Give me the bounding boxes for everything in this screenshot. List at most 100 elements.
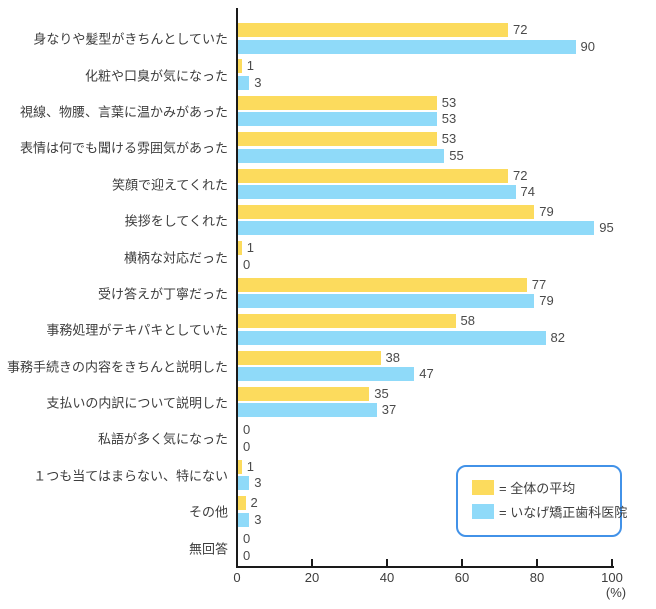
chart-row: 身なりや髪型がきちんとしていた 72 90: [0, 20, 656, 56]
bar-average: [238, 59, 242, 74]
value-label-average: 38: [385, 349, 400, 365]
bar-average: [238, 168, 508, 183]
bar-clinic: [238, 148, 445, 163]
bar-average: [238, 23, 508, 37]
chart-row: 受け答えが丁寧だった 77 79: [0, 275, 656, 311]
value-label-average: 53: [441, 94, 457, 110]
category-label: 横柄な対応だった: [123, 250, 228, 266]
category-label: 支払いの内訳について説明した: [46, 395, 228, 411]
bar-average: [238, 241, 242, 256]
bar-average: [238, 132, 437, 147]
legend-swatch-average-icon: [472, 479, 494, 495]
x-axis-unit-label: (%): [605, 585, 627, 600]
value-label-clinic: 0: [243, 547, 251, 563]
bar-average: [238, 496, 246, 511]
value-label-average: 1: [246, 58, 254, 74]
value-label-clinic: 0: [243, 438, 251, 454]
bar-clinic: [238, 367, 415, 382]
value-label-clinic: 95: [599, 220, 614, 236]
legend-label-average: = 全体の平均: [499, 480, 576, 496]
category-label: 視線、物腰、言葉に温かみがあった: [19, 104, 228, 120]
value-label-average: 1: [246, 240, 254, 256]
value-label-clinic: 82: [550, 329, 565, 345]
value-label-clinic: 3: [254, 475, 262, 491]
category-label: 身なりや髪型がきちんとしていた: [33, 31, 228, 47]
category-label: 笑顔で迎えてくれた: [112, 177, 228, 193]
x-axis-line: [236, 566, 614, 568]
chart-rows: 身なりや髪型がきちんとしていた 72 90 化粧や口臭が気になった 1 3 視線、物腰、言葉…: [0, 20, 656, 566]
value-label-clinic: 3: [254, 511, 262, 527]
legend-label-clinic: = いなげ矯正歯科医院: [499, 504, 628, 520]
category-label: 挨拶をしてくれた: [124, 213, 228, 229]
value-label-clinic: 90: [580, 38, 595, 54]
x-tick-label: 80: [529, 570, 545, 585]
bar-clinic: [238, 221, 595, 236]
value-label-average: 35: [374, 385, 389, 401]
chart-row: 事務手続きの内容をきちんと説明した 38 47: [0, 348, 656, 384]
value-label-average: 72: [513, 22, 528, 37]
bar-clinic: [238, 39, 576, 54]
value-label-clinic: 0: [243, 256, 251, 272]
value-label-average: 2: [250, 495, 258, 511]
chart-row: 事務処理がテキパキとしていた 58 82: [0, 311, 656, 347]
value-label-clinic: 79: [539, 293, 554, 309]
bar-clinic: [238, 403, 377, 418]
chart-row: 支払いの内訳について説明した 35 37: [0, 384, 656, 420]
chart-row: 横柄な対応だった 1 0: [0, 238, 656, 274]
legend-item-average: = 全体の平均: [472, 475, 620, 499]
category-label: 事務処理がテキパキとしていた: [46, 322, 228, 338]
value-label-clinic: 47: [419, 366, 434, 382]
x-tick-mark: [461, 559, 463, 566]
bar-clinic: [238, 294, 535, 309]
category-label: その他: [188, 504, 228, 520]
chart-row: １つも当てはまらない、特にない 1 3: [0, 457, 656, 493]
chart-row: 表情は何でも聞ける雰囲気があった 53 55: [0, 129, 656, 165]
x-tick-label: 40: [379, 570, 395, 585]
bar-average: [238, 277, 527, 292]
bar-clinic: [238, 512, 250, 527]
x-tick-mark: [536, 559, 538, 566]
x-tick-mark: [611, 559, 613, 566]
value-label-average: 58: [460, 313, 475, 329]
value-label-average: 0: [243, 531, 251, 547]
chart-row: その他 2 3: [0, 493, 656, 529]
bar-average: [238, 350, 381, 365]
value-label-average: 79: [539, 203, 554, 219]
x-tick-mark: [311, 559, 313, 566]
bar-average: [238, 314, 456, 329]
bar-average: [238, 204, 535, 219]
bar-clinic: [238, 185, 516, 200]
value-label-clinic: 55: [449, 147, 464, 163]
bar-clinic: [238, 75, 250, 90]
bar-clinic: [238, 112, 437, 127]
chart-row: 挨拶をしてくれた 79 95: [0, 202, 656, 238]
chart-row: 私語が多く気になった 0 0: [0, 420, 656, 456]
legend-item-clinic: = いなげ矯正歯科医院: [472, 499, 627, 523]
bar-average: [238, 386, 370, 401]
chart-row: 化粧や口臭が気になった 1 3: [0, 56, 656, 92]
value-label-clinic: 74: [520, 184, 535, 200]
value-label-clinic: 53: [441, 111, 457, 127]
legend: = 全体の平均 = いなげ矯正歯科医院: [456, 465, 627, 537]
bar-clinic: [238, 476, 250, 491]
legend-swatch-clinic-icon: [472, 503, 494, 519]
x-tick-label: 20: [304, 570, 320, 585]
x-tick-mark: [386, 559, 388, 566]
chart-row: 無回答 0 0: [0, 529, 656, 565]
value-label-average: 53: [441, 131, 457, 147]
value-label-average: 77: [531, 276, 547, 292]
chart-row: 笑顔で迎えてくれた 72 74: [0, 166, 656, 202]
category-label: 私語が多く気になった: [97, 431, 228, 447]
category-label: 無回答: [188, 541, 228, 557]
category-label: 受け答えが丁寧だった: [97, 286, 228, 302]
x-tick-label: 100: [601, 570, 623, 585]
value-label-average: 1: [246, 458, 254, 474]
bar-clinic: [238, 330, 546, 345]
category-label: 表情は何でも聞ける雰囲気があった: [19, 140, 228, 156]
y-axis-line: [236, 8, 238, 568]
value-label-average: 72: [513, 167, 528, 183]
value-label-average: 0: [243, 422, 251, 438]
x-tick-label: 0: [233, 570, 241, 585]
bar-average: [238, 95, 437, 110]
